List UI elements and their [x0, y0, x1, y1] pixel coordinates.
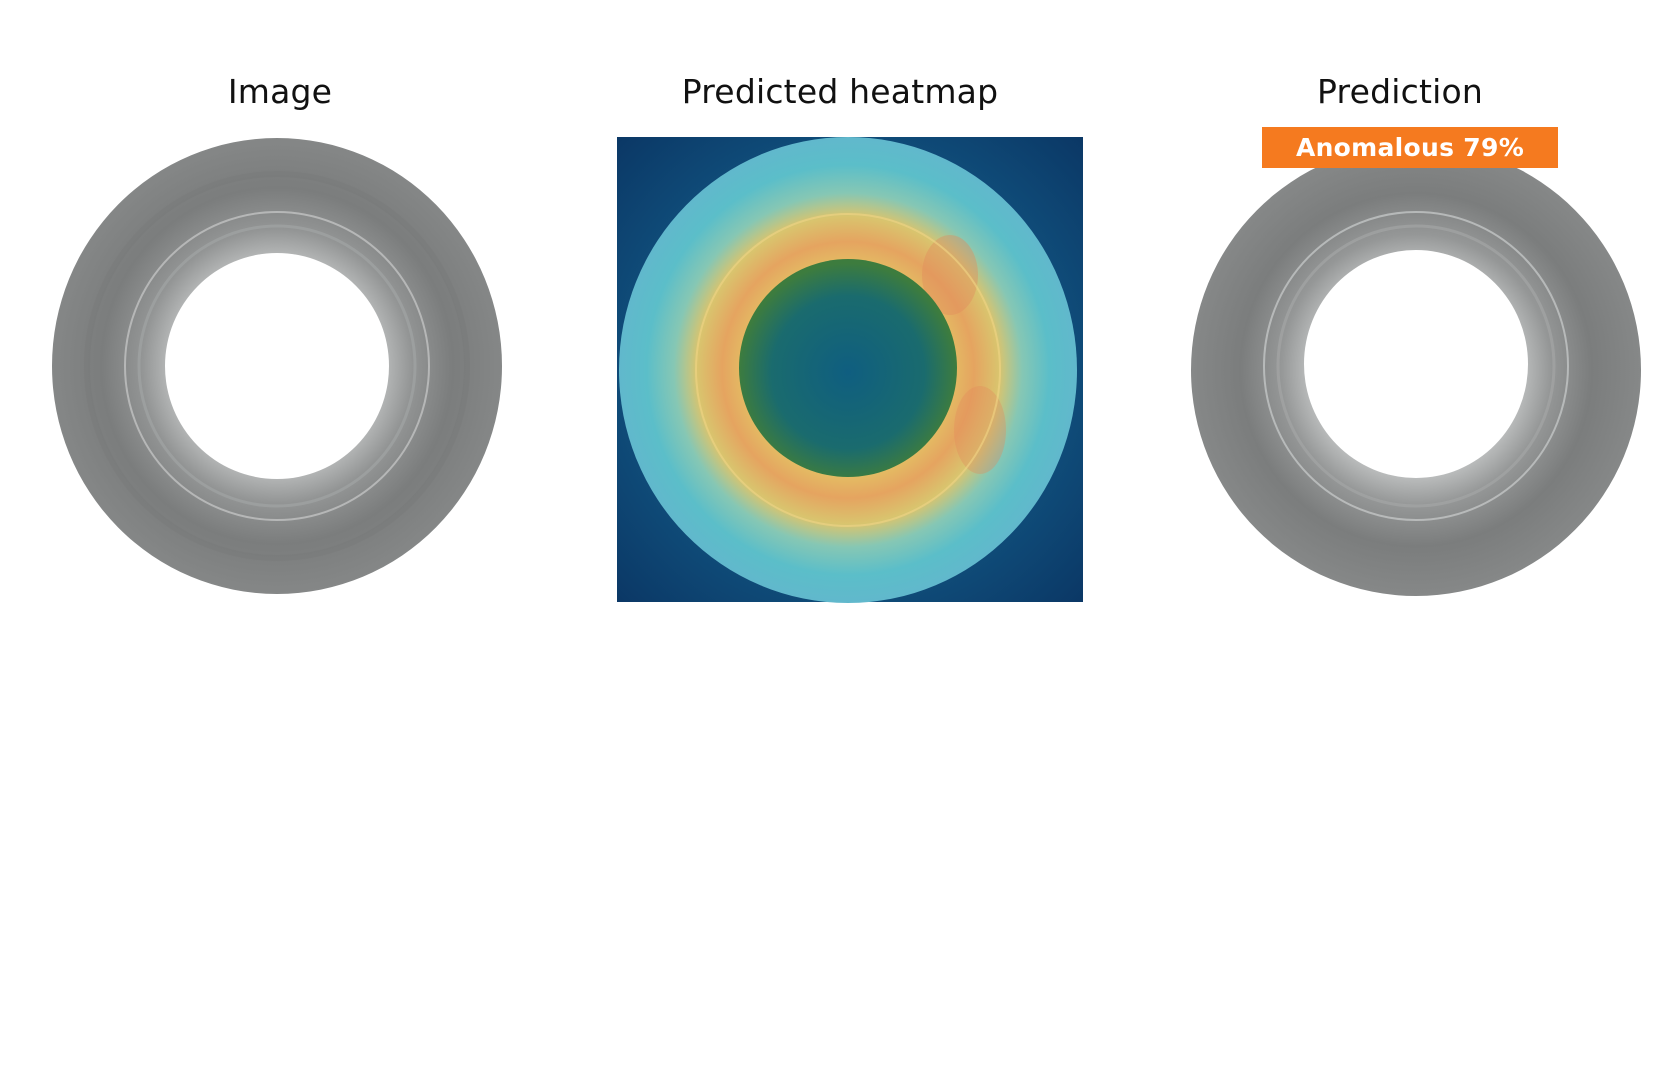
heatmap-image: [617, 137, 1083, 603]
panel-title-image: Image: [227, 72, 333, 111]
input-image: [52, 138, 502, 594]
panel-title-heatmap: Predicted heatmap: [681, 72, 999, 111]
panel-heatmap: Predicted heatmap: [560, 0, 1120, 640]
panel-prediction: Prediction Anomalous 79%: [1120, 0, 1676, 640]
anomaly-badge: Anomalous 79%: [1262, 127, 1558, 168]
panel-title-prediction: Prediction: [1317, 72, 1483, 111]
prediction-image: [1191, 144, 1641, 596]
panel-image: Image: [0, 0, 560, 640]
ring-object: [52, 138, 502, 594]
ring-object: [1191, 144, 1641, 596]
heatmap-center: [739, 259, 957, 477]
